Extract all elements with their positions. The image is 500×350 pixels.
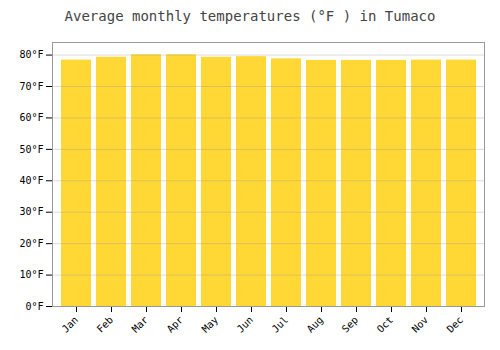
svg-text:Aug: Aug — [305, 314, 326, 335]
html-text:Average monthly temperatures (: Average monthly temperatures (°F ) in Tu… — [64, 8, 436, 24]
svg-text:80°F: 80°F — [19, 49, 43, 60]
svg-text:Jul: Jul — [270, 314, 291, 335]
svg-text:30°F: 30°F — [19, 206, 43, 217]
svg-text:10°F: 10°F — [19, 269, 43, 280]
svg-text:70°F: 70°F — [19, 81, 43, 92]
svg-text:Jun: Jun — [235, 314, 256, 335]
svg-text:60°F: 60°F — [19, 112, 43, 123]
svg-text:Sep: Sep — [340, 314, 361, 335]
svg-text:Dec: Dec — [445, 314, 466, 335]
svg-text:Feb: Feb — [95, 314, 116, 335]
svg-text:May: May — [200, 314, 221, 335]
svg-text:Jan: Jan — [60, 314, 81, 335]
svg-text:Nov: Nov — [410, 314, 431, 335]
svg-text:Apr: Apr — [165, 314, 186, 335]
svg-text:Oct: Oct — [375, 314, 396, 335]
svg-text:20°F: 20°F — [19, 238, 43, 249]
svg-text:Mar: Mar — [130, 314, 151, 335]
svg-text:40°F: 40°F — [19, 175, 43, 186]
svg-text:50°F: 50°F — [19, 144, 43, 155]
svg-text:0°F: 0°F — [25, 301, 43, 312]
